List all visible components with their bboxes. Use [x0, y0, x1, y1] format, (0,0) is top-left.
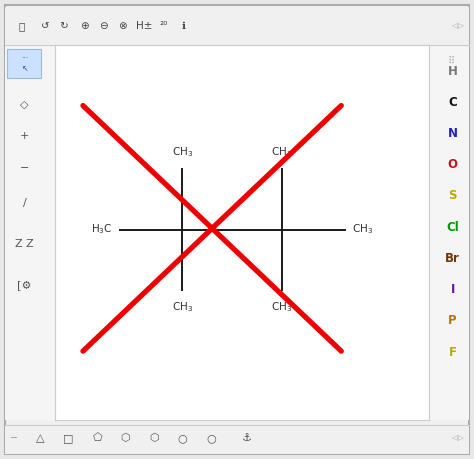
Text: ⊗: ⊗ [118, 21, 127, 31]
Text: ⊖: ⊖ [99, 21, 108, 31]
Text: 🗋: 🗋 [18, 21, 25, 31]
Bar [5, 7, 469, 45]
Text: O: O [447, 158, 458, 171]
FancyBboxPatch shape [5, 5, 469, 454]
Text: H: H [448, 65, 457, 78]
Text: −: − [20, 163, 29, 174]
Text: ⠿: ⠿ [447, 56, 455, 66]
Bar [5, 45, 55, 420]
Text: ⊕: ⊕ [80, 21, 89, 31]
Text: F: F [449, 346, 456, 358]
Text: C: C [448, 96, 457, 109]
Text: I: I [450, 283, 455, 296]
Text: △: △ [36, 433, 45, 443]
Text: /: / [23, 198, 27, 208]
Text: ◇: ◇ [20, 99, 29, 109]
Text: −: − [10, 433, 18, 443]
Text: ²⁰: ²⁰ [159, 21, 168, 31]
Bar [55, 45, 429, 420]
Text: H$_3$C: H$_3$C [91, 223, 113, 236]
Text: ○: ○ [178, 433, 187, 443]
Text: ◁▷: ◁▷ [451, 433, 464, 442]
Text: Br: Br [445, 252, 460, 265]
Text: [⚙: [⚙ [18, 280, 32, 291]
Bar [429, 45, 469, 420]
Text: Z Z: Z Z [15, 239, 34, 249]
Text: ⬡: ⬡ [121, 433, 130, 443]
Text: +: + [20, 131, 29, 141]
Text: ⚓: ⚓ [241, 433, 252, 443]
Text: ↺: ↺ [41, 21, 49, 31]
Text: S: S [448, 190, 457, 202]
Text: ···
↖: ··· ↖ [21, 54, 28, 73]
Text: ⬠: ⬠ [92, 433, 102, 443]
Text: ⬡: ⬡ [149, 433, 159, 443]
Text: CH$_3$: CH$_3$ [272, 146, 292, 159]
Text: P: P [448, 314, 457, 327]
Bar [7, 49, 41, 78]
Text: ○: ○ [206, 433, 216, 443]
Text: Cl: Cl [447, 221, 459, 234]
Text: N: N [447, 127, 458, 140]
Text: □: □ [64, 433, 74, 443]
Text: CH$_3$: CH$_3$ [172, 300, 193, 313]
Text: ↻: ↻ [60, 21, 68, 31]
Text: CH$_3$: CH$_3$ [352, 223, 373, 236]
Text: ◁▷: ◁▷ [451, 21, 464, 30]
Text: H±: H± [137, 21, 153, 31]
Text: CH$_3$: CH$_3$ [272, 300, 292, 313]
Bar [5, 425, 469, 454]
Text: CH$_3$: CH$_3$ [172, 146, 193, 159]
Text: ℹ: ℹ [182, 21, 186, 31]
